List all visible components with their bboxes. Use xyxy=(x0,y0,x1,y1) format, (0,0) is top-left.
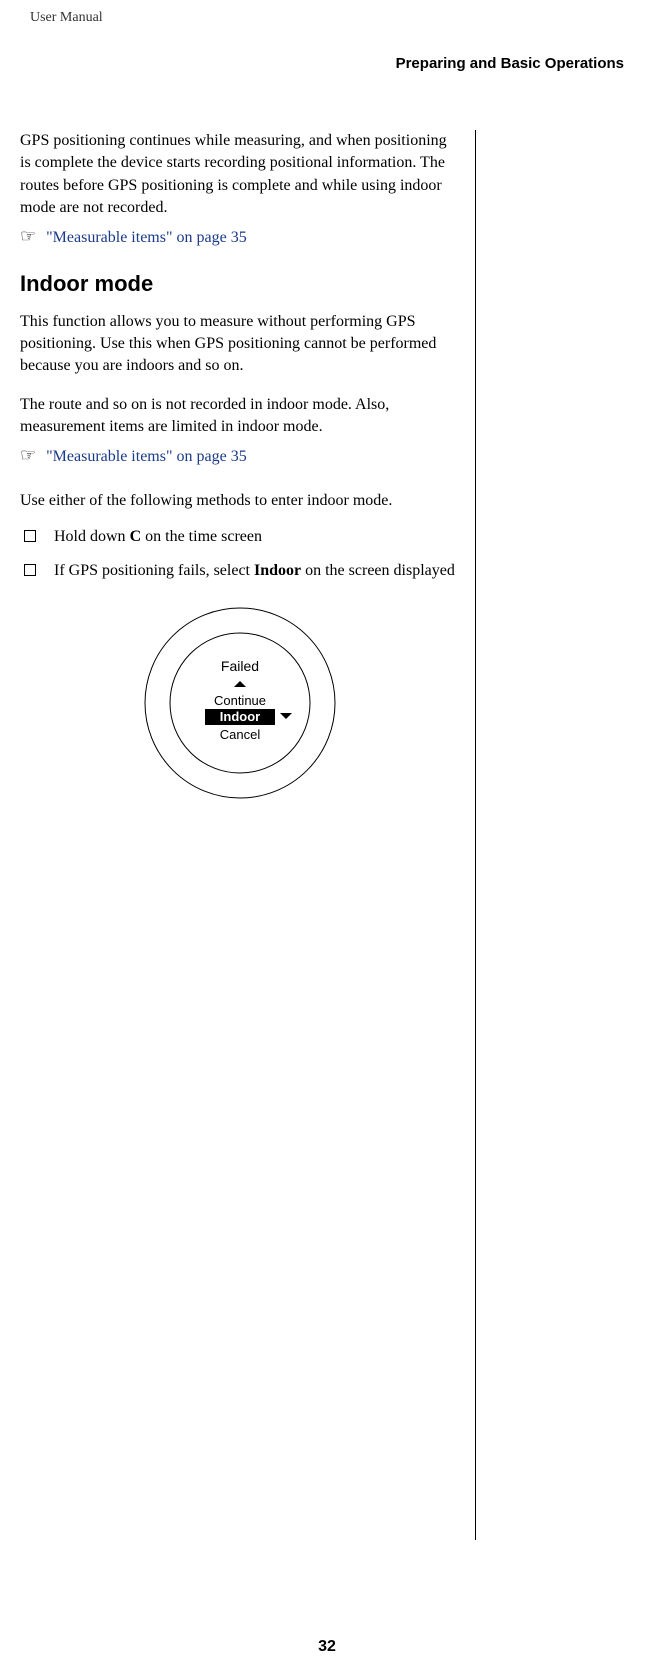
paragraph-gps: GPS positioning continues while measurin… xyxy=(20,130,460,220)
bullet2-pre: If GPS positioning fails, select xyxy=(54,562,254,579)
watch-option-cancel: Cancel xyxy=(220,727,261,742)
pointer-icon: ☞ xyxy=(20,226,36,246)
bullet-item-1: Hold down C on the time screen xyxy=(20,526,460,548)
bullet-text-2: If GPS positioning fails, select Indoor … xyxy=(54,560,455,582)
watch-svg: Failed Continue Indoor Cancel xyxy=(140,603,340,803)
header-section-title: Preparing and Basic Operations xyxy=(396,55,624,72)
bullet-item-2: If GPS positioning fails, select Indoor … xyxy=(20,560,460,582)
link-row-1: ☞ "Measurable items" on page 35 xyxy=(20,226,460,247)
bullet1-pre: Hold down xyxy=(54,528,130,545)
link-row-2: ☞ "Measurable items" on page 35 xyxy=(20,445,460,466)
up-arrow-icon xyxy=(234,681,246,687)
content-column: GPS positioning continues while measurin… xyxy=(20,130,470,808)
column-divider xyxy=(475,130,476,1540)
page-number: 32 xyxy=(0,1638,654,1656)
paragraph-indoor-1: This function allows you to measure with… xyxy=(20,311,460,378)
pointer-icon: ☞ xyxy=(20,445,36,465)
paragraph-indoor-2: The route and so on is not recorded in i… xyxy=(20,394,460,439)
bullet-text-1: Hold down C on the time screen xyxy=(54,526,262,548)
bullet2-post: on the screen displayed xyxy=(301,562,455,579)
heading-indoor-mode: Indoor mode xyxy=(20,271,460,297)
bullet2-bold: Indoor xyxy=(254,562,301,579)
watch-option-indoor: Indoor xyxy=(220,709,260,724)
paragraph-methods: Use either of the following methods to e… xyxy=(20,490,460,512)
link-measurable-2[interactable]: "Measurable items" on page 35 xyxy=(46,448,247,465)
watch-option-continue: Continue xyxy=(214,693,266,708)
bullet-marker-icon xyxy=(24,564,36,576)
header-user-manual: User Manual xyxy=(30,10,103,26)
bullet1-post: on the time screen xyxy=(141,528,262,545)
watch-figure: Failed Continue Indoor Cancel xyxy=(20,603,460,808)
link-measurable-1[interactable]: "Measurable items" on page 35 xyxy=(46,229,247,246)
watch-title: Failed xyxy=(221,658,259,674)
bullet1-bold: C xyxy=(130,528,142,545)
down-arrow-icon xyxy=(280,713,292,719)
bullet-marker-icon xyxy=(24,530,36,542)
